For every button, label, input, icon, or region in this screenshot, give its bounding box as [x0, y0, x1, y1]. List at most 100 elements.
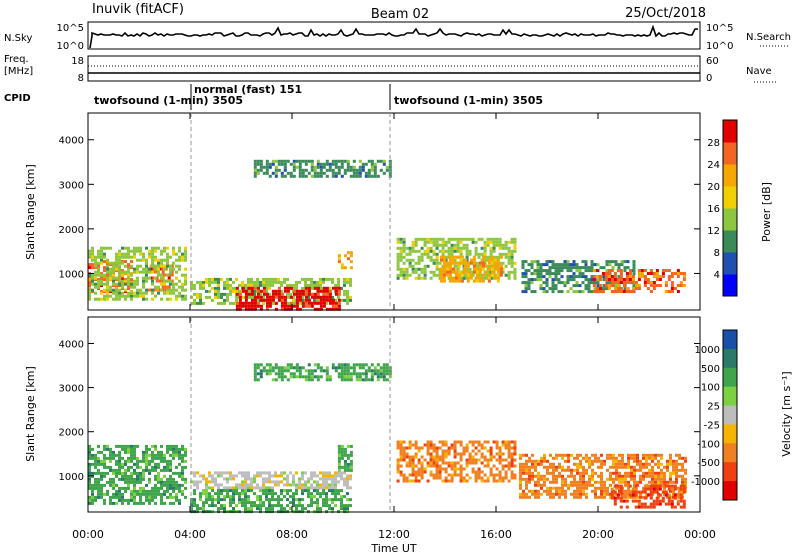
heatmap-cell — [166, 261, 169, 265]
heatmap-cell — [169, 501, 172, 505]
heatmap-cell — [325, 295, 329, 299]
heatmap-cell — [259, 298, 263, 302]
heatmap-cell — [265, 286, 268, 290]
heatmap-cell — [548, 275, 552, 279]
heatmap-cell — [130, 285, 133, 289]
heatmap-cell — [625, 281, 629, 284]
heatmap-cell — [567, 465, 570, 469]
heatmap-cell — [510, 249, 514, 253]
heatmap-cell — [292, 477, 295, 481]
heatmap-cell — [169, 270, 172, 274]
heatmap-cell — [490, 261, 494, 265]
heatmap-cell — [346, 295, 349, 299]
heatmap-cell — [91, 498, 94, 502]
heatmap-cell — [426, 249, 430, 253]
heatmap-cell — [396, 273, 400, 277]
heatmap-cell — [444, 240, 448, 244]
heatmap-cell — [160, 450, 163, 454]
heatmap-cell — [118, 252, 121, 256]
heatmap-cell — [448, 276, 452, 280]
heatmap-cell — [454, 279, 458, 283]
colorbar-swatch — [723, 120, 737, 143]
heatmap-cell — [151, 453, 154, 457]
heatmap-cell — [432, 458, 436, 462]
heatmap-cell — [513, 270, 517, 274]
heatmap-cell — [439, 273, 443, 277]
heatmap-cell — [504, 240, 508, 244]
heatmap-cell — [645, 474, 648, 478]
heatmap-cell — [447, 237, 451, 241]
heatmap-cell — [460, 270, 464, 274]
heatmap-cell — [253, 378, 257, 382]
heatmap-cell — [136, 270, 139, 274]
heatmap-cell — [124, 278, 127, 282]
heatmap-cell — [615, 474, 618, 478]
heatmap-cell — [474, 452, 478, 456]
heatmap-cell — [548, 287, 552, 291]
heatmap-cell — [151, 249, 154, 253]
heatmap-cell — [322, 501, 325, 505]
heatmap-cell — [253, 283, 256, 287]
heatmap-cell — [454, 261, 458, 265]
heatmap-cell — [208, 295, 211, 299]
heatmap-cell — [631, 278, 635, 281]
velocity-ylabel: Slant Range [km] — [24, 366, 37, 462]
heatmap-cell — [334, 174, 338, 178]
heatmap-cell — [633, 474, 636, 478]
heatmap-cell — [646, 272, 650, 275]
heatmap-cell — [256, 483, 259, 487]
heatmap-cell — [133, 252, 136, 256]
heatmap-cell — [474, 479, 478, 483]
heatmap-cell — [325, 492, 328, 496]
heatmap-cell — [118, 462, 121, 466]
heatmap-cell — [636, 480, 639, 484]
heatmap-cell — [411, 464, 415, 468]
heatmap-cell — [148, 471, 151, 475]
heatmap-cell — [468, 452, 472, 456]
heatmap-cell — [94, 498, 97, 502]
heatmap-cell — [619, 275, 623, 278]
heatmap-cell — [486, 464, 490, 468]
heatmap-cell — [591, 483, 594, 487]
heatmap-cell — [543, 483, 546, 487]
heatmap-cell — [292, 474, 295, 478]
heatmap-cell — [298, 168, 302, 172]
heatmap-cell — [489, 467, 493, 471]
heatmap-cell — [301, 277, 304, 281]
y-tick-label: 1000 — [59, 269, 84, 280]
heatmap-cell — [130, 297, 133, 301]
heatmap-cell — [328, 168, 332, 172]
heatmap-cell — [684, 477, 687, 481]
heatmap-cell — [211, 501, 214, 505]
heatmap-cell — [454, 255, 458, 259]
heatmap-cell — [289, 363, 293, 367]
heatmap-cell — [313, 174, 317, 178]
heatmap-cell — [483, 258, 487, 262]
heatmap-cell — [277, 298, 281, 302]
heatmap-cell — [118, 498, 121, 502]
heatmap-cell — [232, 486, 235, 490]
heatmap-cell — [259, 280, 262, 284]
heatmap-cell — [619, 278, 623, 281]
heatmap-cell — [322, 504, 325, 508]
heatmap-cell — [630, 474, 633, 478]
heatmap-cell — [438, 470, 442, 474]
heatmap-cell — [676, 499, 680, 503]
heatmap-cell — [444, 443, 448, 447]
heatmap-cell — [621, 459, 624, 463]
heatmap-cell — [670, 275, 674, 278]
heatmap-cell — [190, 283, 193, 287]
heatmap-cell — [610, 269, 614, 272]
heatmap-cell — [408, 455, 412, 459]
heatmap-cell — [379, 372, 383, 376]
nsearch-tick-bottom: 10^0 — [706, 41, 733, 52]
heatmap-cell — [283, 280, 286, 284]
heatmap-cell — [597, 495, 600, 499]
heatmap-cell — [590, 290, 594, 294]
heatmap-cell — [157, 258, 160, 262]
heatmap-cell — [274, 483, 277, 487]
heatmap-cell — [178, 279, 181, 283]
heatmap-cell — [619, 499, 623, 503]
heatmap-cell — [498, 470, 502, 474]
heatmap-cell — [196, 480, 199, 484]
